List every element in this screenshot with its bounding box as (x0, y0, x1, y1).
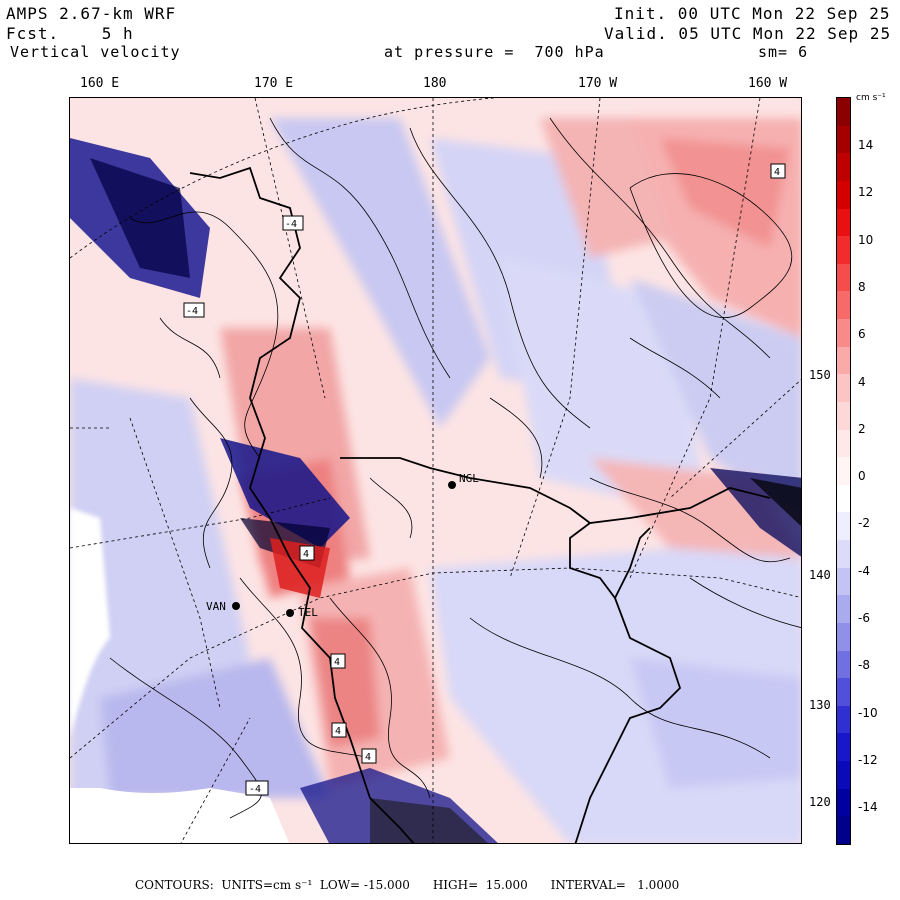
contour-label: 4 (365, 752, 371, 763)
colorbar-segment (837, 319, 850, 348)
colorbar-segment (837, 595, 850, 624)
colorbar-segment (837, 153, 850, 182)
contour-lines (109, 117, 801, 819)
station-ngl-label: NGL (459, 472, 479, 485)
lon-label-170w: 170 W (578, 76, 618, 91)
colorbar-segment (837, 484, 850, 513)
colorbar-tick-label: -2 (858, 516, 870, 531)
colorbar-tick-label: 2 (858, 421, 866, 436)
colorbar-tick-label: 6 (858, 327, 866, 342)
colorbar-tick-label: -14 (858, 800, 878, 815)
init-time: Init. 00 UTC Mon 22 Sep 25 (614, 4, 891, 23)
colorbar-tick-label: 4 (858, 374, 866, 389)
contour-box-labels: 4 -4 4 4 4 -4 4 -4 (183, 163, 786, 796)
velocity-field (70, 118, 801, 843)
vertical-velocity-map[interactable]: NGL VAN TEL 4 -4 4 4 4 -4 4 -4 (69, 97, 802, 844)
map-canvas: NGL VAN TEL 4 -4 4 4 4 -4 4 -4 (70, 98, 801, 843)
contour-info: CONTOURS: UNITS=cm s⁻¹ LOW= -15.000 HIGH… (135, 878, 680, 892)
colorbar-segment (837, 236, 850, 265)
station-tel-label: TEL (298, 606, 318, 619)
colorbar-segment (837, 98, 850, 127)
contour-label: -4 (249, 784, 261, 795)
colorbar-segment (837, 429, 850, 458)
mountain-signal (70, 138, 801, 843)
contour-label: 4 (335, 726, 341, 737)
station-van-marker[interactable] (232, 602, 240, 610)
colorbar-tick-label: -12 (858, 752, 878, 767)
colorbar-tick-label: -6 (858, 611, 870, 625)
station-van-label: VAN (206, 600, 226, 613)
forecast-hour: Fcst. 5 h (6, 24, 134, 43)
colorbar-segment (837, 761, 850, 790)
colorbar-segment (837, 291, 850, 320)
colorbar-tick-label: -8 (858, 658, 870, 673)
contour-label: -4 (186, 306, 198, 317)
colorbar-segment (837, 401, 850, 431)
colorbar-segment (837, 788, 850, 817)
colorbar-segment (837, 457, 850, 486)
contour-label: 4 (303, 549, 309, 560)
colorbar-tick-label: 8 (858, 279, 866, 294)
colorbar-tick-label: 12 (858, 185, 874, 200)
contour-label: 4 (334, 657, 340, 668)
station-tel-marker[interactable] (286, 609, 294, 617)
colorbar-segment (837, 567, 850, 596)
colorbar-segment (837, 705, 850, 734)
contour-label: -4 (285, 219, 297, 230)
colorbar-segment (837, 512, 850, 541)
field-name: Vertical velocity (10, 43, 181, 61)
colorbar-segment (837, 622, 850, 652)
colorbar-tick-label: 0 (858, 469, 866, 484)
colorbar-segment (837, 650, 850, 679)
missing-data-region (70, 508, 110, 738)
colorbar-segment (837, 208, 850, 237)
colorbar-tick-label: -4 (858, 563, 870, 578)
valid-time: Valid. 05 UTC Mon 22 Sep 25 (604, 24, 892, 43)
colorbar-tick-label: -10 (858, 705, 878, 720)
station-markers: NGL VAN TEL (206, 472, 479, 619)
colorbar-tick-label: 14 (858, 138, 874, 152)
colorbar-segment (837, 263, 850, 292)
station-ngl-marker[interactable] (448, 481, 456, 489)
lon-label-170e: 170 E (254, 76, 294, 91)
missing-data-region-bottom (70, 788, 290, 843)
coastline (189, 166, 771, 843)
colorbar (836, 97, 851, 845)
lon-label-160w: 160 W (748, 76, 788, 91)
colorbar-segment (837, 733, 850, 762)
colorbar-segment (837, 125, 850, 154)
lon-label-180: 180 (423, 76, 447, 91)
smoothing: sm= 6 (758, 43, 809, 61)
model-title: AMPS 2.67-km WRF (6, 4, 177, 23)
colorbar-tick-label: 10 (858, 232, 874, 247)
pressure-level: at pressure = 700 hPa (384, 43, 605, 61)
colorbar-segment (837, 180, 850, 209)
contour-label: 4 (774, 167, 780, 178)
colorbar-units: cm s⁻¹ (856, 93, 886, 103)
lon-label-160e: 160 E (80, 76, 120, 91)
graticule (70, 98, 801, 843)
colorbar-segment (837, 678, 850, 707)
colorbar-segment (837, 816, 850, 845)
colorbar-segment (837, 540, 850, 569)
colorbar-segment (837, 374, 850, 403)
colorbar-segment (837, 346, 850, 375)
